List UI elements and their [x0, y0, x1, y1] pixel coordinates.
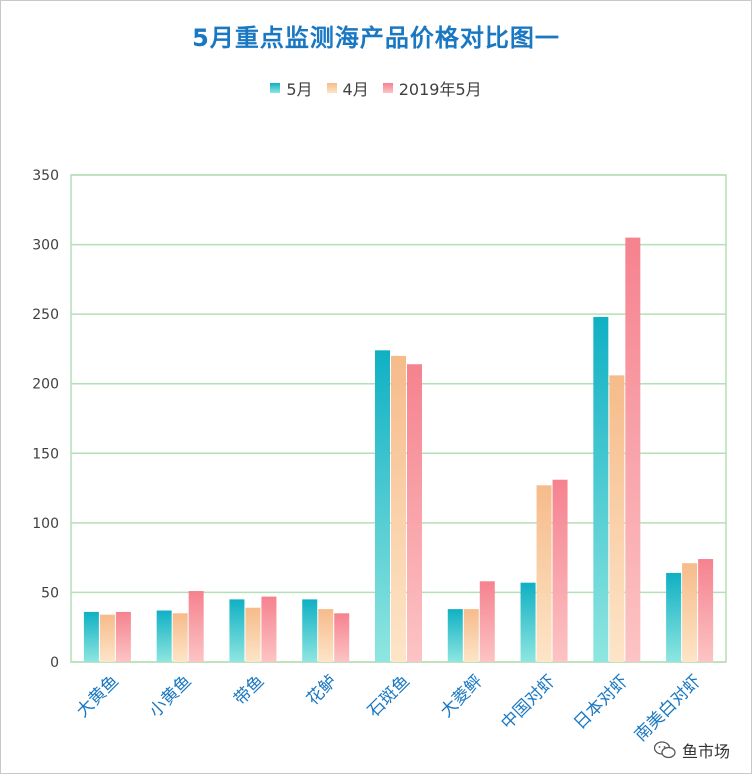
bar-1-2 [156, 610, 172, 662]
watermark: 鱼市场 [653, 738, 730, 762]
bar-1-1 [83, 611, 99, 662]
legend-label-2: 4月 [342, 80, 369, 99]
bar-3-4 [334, 613, 350, 662]
bar-3-2 [188, 591, 204, 662]
bar-1-3 [229, 599, 245, 662]
x-tick-label: 日本对虾 [570, 671, 632, 733]
x-tick-label: 大黄鱼 [73, 671, 123, 721]
x-tick-label: 南美白对虾 [631, 671, 705, 745]
y-tick-label: 350 [32, 168, 59, 184]
x-tick-label: 石斑鱼 [364, 671, 414, 721]
y-tick-label: 50 [41, 585, 59, 601]
legend-label-3: 2019年5月 [398, 80, 482, 99]
chart-title: 5月重点监测海产品价格对比图一 [192, 24, 560, 52]
y-tick-label: 150 [32, 446, 59, 462]
bar-2-9 [682, 563, 698, 662]
bar-2-5 [391, 355, 406, 662]
legend-swatch-1 [270, 83, 281, 93]
bar-2-8 [609, 375, 625, 662]
x-tick-label: 小黄鱼 [145, 671, 195, 721]
bar-2-7 [536, 485, 552, 662]
legend-item-2: 4月 [326, 76, 369, 100]
y-tick-label: 250 [32, 307, 59, 323]
x-tick-label: 大菱鲆 [437, 671, 487, 721]
bar-1-5 [375, 350, 390, 662]
bar-1-6 [447, 609, 463, 662]
bar-3-6 [479, 581, 495, 662]
legend-swatch-2 [326, 83, 337, 93]
bar-1-8 [593, 316, 609, 662]
bar-2-1 [99, 614, 115, 662]
x-tick-label: 花鲈 [303, 671, 341, 709]
y-tick-label: 100 [32, 516, 59, 532]
bar-2-4 [318, 609, 334, 662]
legend-label-1: 5月 [286, 80, 313, 99]
bar-2-3 [245, 607, 261, 662]
legend-swatch-3 [382, 83, 393, 93]
legend-item-3: 2019年5月 [382, 76, 482, 100]
chart-legend: 5月 4月 2019年5月 [0, 76, 752, 100]
y-tick-label: 300 [32, 238, 59, 254]
bar-3-5 [407, 364, 422, 662]
bar-3-8 [625, 237, 641, 662]
y-tick-label: 0 [50, 655, 59, 671]
legend-item-1: 5月 [270, 76, 313, 100]
bar-1-4 [302, 599, 318, 662]
y-tick-label: 200 [32, 377, 59, 393]
bar-3-9 [698, 559, 714, 662]
bar-1-7 [520, 582, 536, 662]
wechat-icon [653, 741, 676, 759]
bar-2-2 [172, 613, 188, 662]
bar-3-3 [261, 596, 277, 662]
watermark-text: 鱼市场 [681, 742, 730, 761]
x-tick-label: 中国对虾 [497, 671, 559, 733]
bar-3-7 [552, 479, 568, 662]
x-tick-label: 带鱼 [230, 671, 268, 709]
bar-3-1 [115, 611, 131, 662]
bar-1-9 [666, 572, 682, 662]
bar-2-6 [463, 609, 479, 662]
